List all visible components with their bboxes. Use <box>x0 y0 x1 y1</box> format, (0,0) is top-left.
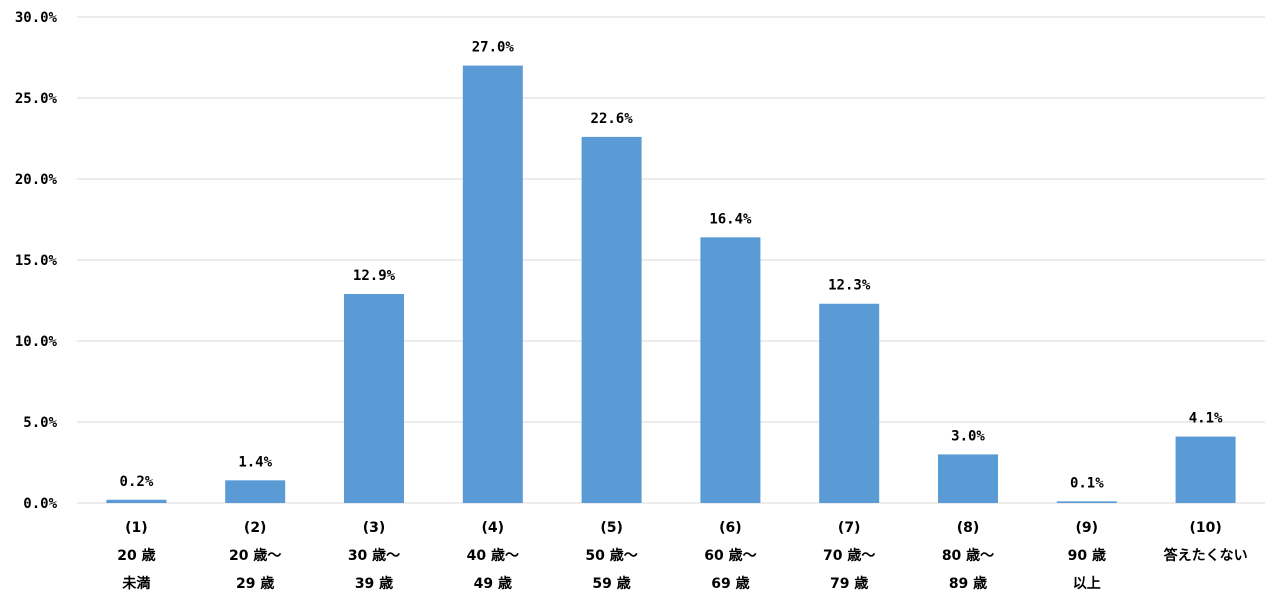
x-tick-label: (2) <box>244 520 267 536</box>
data-label: 12.9% <box>353 268 396 284</box>
y-axis-ticks: 0.0% 5.0% 10.0% 15.0% 20.0% 25.0% 30.0% <box>15 10 58 512</box>
data-label: 3.0% <box>951 428 985 444</box>
x-tick-label: 30 歳～ <box>348 547 400 564</box>
y-tick-label: 30.0% <box>15 10 58 26</box>
data-label: 16.4% <box>709 211 752 227</box>
data-label: 27.0% <box>472 40 515 56</box>
x-tick-label: (3) <box>363 520 386 536</box>
x-tick-label: 69 歳 <box>711 575 749 592</box>
data-label: 0.2% <box>120 474 154 490</box>
x-tick-label: (6) <box>719 520 742 536</box>
data-label: 22.6% <box>591 111 634 127</box>
x-tick-label: 89 歳 <box>949 575 987 592</box>
data-label: 4.1% <box>1189 411 1223 427</box>
bar <box>938 454 998 503</box>
x-tick-label: (5) <box>600 520 623 536</box>
x-tick-label: 39 歳 <box>355 575 393 592</box>
bar <box>106 499 167 503</box>
data-label: 1.4% <box>238 454 272 470</box>
y-tick-label: 15.0% <box>15 253 58 269</box>
x-tick-label: 60 歳～ <box>704 547 756 564</box>
x-tick-label: (8) <box>957 520 980 536</box>
x-tick-label: 80 歳～ <box>942 547 994 564</box>
x-tick-label: 50 歳～ <box>585 547 637 564</box>
x-axis-categories: (1) 20 歳未満 (2) 20 歳～ 29 歳 (3) 30 歳～ 39 歳 (4) 40 歳… <box>117 520 1247 592</box>
bars <box>106 65 1236 503</box>
x-tick-label: (10) <box>1189 520 1221 536</box>
bar <box>1056 501 1117 503</box>
x-tick-label: (7) <box>838 520 861 536</box>
x-tick-label: 20 歳 <box>117 547 155 564</box>
x-tick-label: 答えたくない <box>1164 547 1248 564</box>
bar <box>819 303 880 503</box>
x-tick-label: 90 歳 <box>1068 547 1106 564</box>
y-tick-label: 10.0% <box>15 334 58 350</box>
x-tick-label: 59 歳 <box>592 575 630 592</box>
x-tick-label: (9) <box>1076 520 1099 536</box>
gridlines <box>77 16 1265 504</box>
y-tick-label: 20.0% <box>15 172 58 188</box>
x-tick-label: 未満 <box>122 575 150 592</box>
bar <box>1175 436 1236 503</box>
bar <box>700 237 761 503</box>
y-tick-label: 25.0% <box>15 91 58 107</box>
x-tick-label: (4) <box>482 520 505 536</box>
bar <box>581 136 642 503</box>
data-label: 0.1% <box>1070 475 1104 491</box>
y-tick-label: 5.0% <box>23 415 57 431</box>
data-labels: 0.2% 1.4% 12.9% 27.0% 22.6% 16.4% 12.3% 3.0% 0.1… <box>120 40 1223 492</box>
x-tick-label: 70 歳～ <box>823 547 875 564</box>
x-tick-label: 29 歳 <box>236 575 274 592</box>
x-tick-label: 20 歳～ <box>229 547 281 564</box>
x-tick-label: 79 歳 <box>830 575 868 592</box>
bar <box>225 480 286 503</box>
x-tick-label: 49 歳 <box>474 575 512 592</box>
x-tick-label: (1) <box>125 520 148 536</box>
x-tick-label: 以上 <box>1073 576 1101 592</box>
bar <box>344 294 404 503</box>
y-tick-label: 0.0% <box>23 496 57 512</box>
bar <box>462 65 523 503</box>
data-label: 12.3% <box>828 278 871 294</box>
x-tick-label: 40 歳～ <box>467 547 519 564</box>
